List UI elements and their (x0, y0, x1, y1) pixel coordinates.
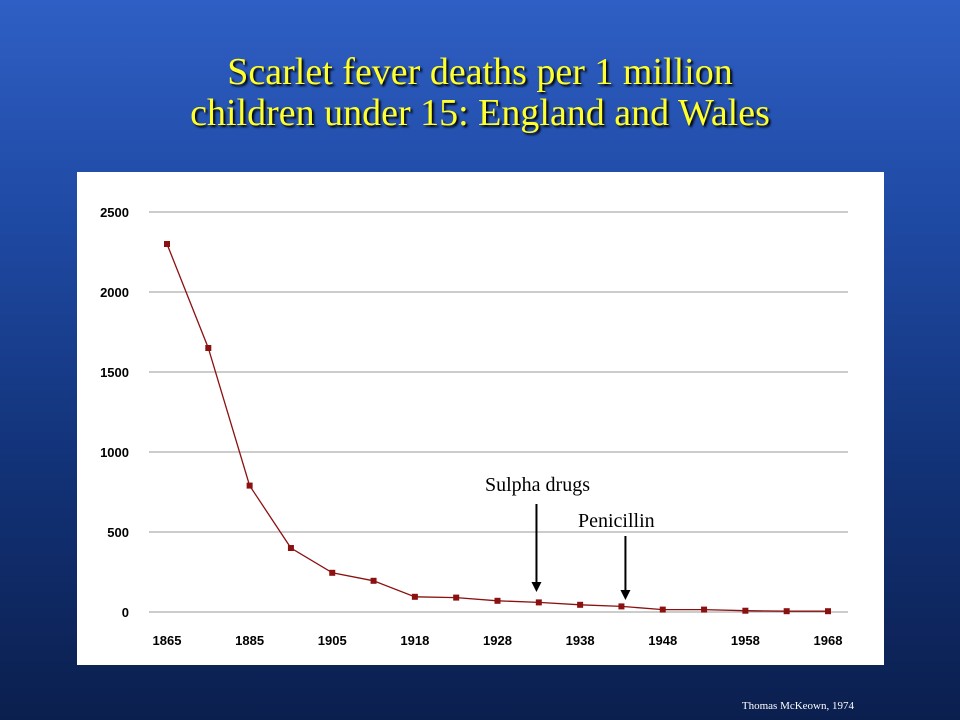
gridlines (149, 211, 848, 613)
x-tick-label: 1968 (814, 633, 843, 648)
x-tick-label: 1918 (400, 633, 429, 648)
arrow-sulpha-drugs-head (531, 582, 542, 592)
title-line-2: children under 15: England and Wales (190, 92, 770, 134)
x-tick-label: 1865 (153, 633, 182, 648)
data-point (164, 241, 170, 247)
data-point (783, 608, 790, 615)
chart-panel: 0 500 1000 1500 2000 2500 1865 1885 1905 1918 192… (77, 172, 884, 665)
data-point (287, 545, 294, 551)
data-point (329, 569, 336, 576)
data-point (246, 482, 253, 489)
annotations: Sulpha drugs Penicillin (485, 474, 655, 600)
data-point (825, 608, 831, 615)
arrow-penicillin-head (620, 590, 631, 600)
x-tick-label: 1948 (648, 633, 677, 648)
y-tick-label: 1500 (100, 365, 129, 380)
y-tick-label: 1000 (100, 445, 129, 460)
x-tick-label: 1928 (483, 633, 512, 648)
x-tick-label: 1938 (566, 633, 595, 648)
title-line-1: Scarlet fever deaths per 1 million (227, 51, 733, 93)
data-point (701, 606, 708, 613)
y-tick-label: 2500 (100, 205, 129, 220)
data-point (205, 345, 212, 351)
data-point (618, 603, 625, 610)
slide-title: Scarlet fever deaths per 1 million child… (0, 52, 960, 134)
y-tick-label: 2000 (100, 285, 129, 300)
annotation-penicillin: Penicillin (578, 510, 655, 532)
data-point (453, 594, 460, 601)
y-tick-label: 500 (107, 525, 129, 540)
x-axis-ticks: 1865 1885 1905 1918 1928 1938 1948 1958 1968 (153, 633, 843, 648)
series-layer (164, 241, 831, 615)
data-point (535, 599, 542, 606)
line-chart: 0 500 1000 1500 2000 2500 1865 1885 1905 1918 192… (100, 205, 848, 648)
x-tick-label: 1958 (731, 633, 760, 648)
data-point (577, 601, 584, 608)
annotation-sulpha-drugs: Sulpha drugs (485, 474, 590, 496)
data-point (659, 606, 666, 613)
x-tick-label: 1885 (235, 633, 264, 648)
x-tick-label: 1905 (318, 633, 347, 648)
y-axis-ticks: 0 500 1000 1500 2000 2500 (100, 205, 129, 620)
data-point (411, 593, 418, 600)
data-point (370, 577, 377, 584)
data-point (494, 597, 501, 604)
source-credit: Thomas McKeown, 1974 (741, 700, 854, 712)
series-line (166, 243, 828, 612)
y-tick-label: 0 (122, 605, 129, 620)
data-point (742, 607, 749, 614)
